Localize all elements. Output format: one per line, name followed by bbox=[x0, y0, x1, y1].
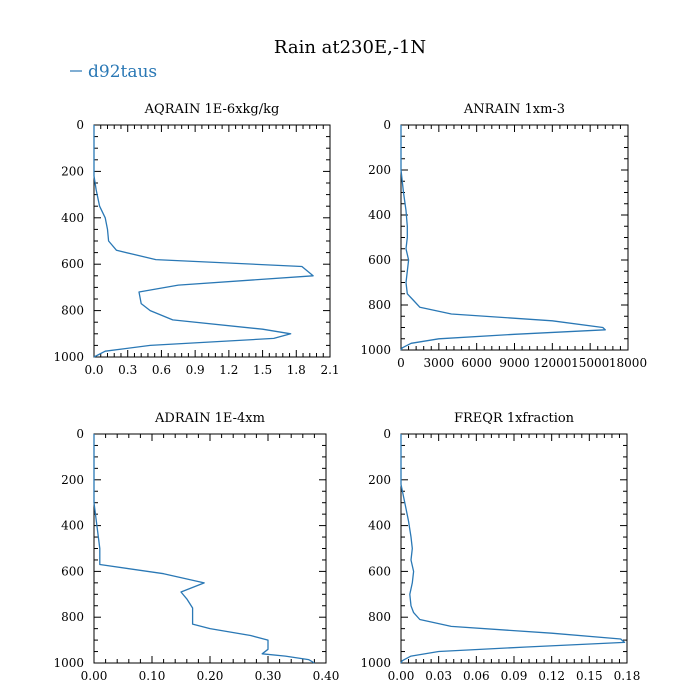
panel-4: FREQR 1xfraction 0.00 0.03 0.06 0.09 0.12 0.15… bbox=[360, 411, 640, 683]
series-line-d92taus bbox=[400, 434, 626, 664]
y-tick-label: 200 bbox=[61, 164, 84, 178]
y-tick-label: 0 bbox=[76, 427, 84, 441]
y-tick-label: 1000 bbox=[53, 350, 84, 364]
x-tick-label: 15000 bbox=[571, 356, 609, 370]
y-tick-label: 200 bbox=[61, 473, 84, 487]
x-tick-label: 18000 bbox=[609, 356, 647, 370]
legend-label: d92taus bbox=[88, 62, 157, 82]
y-tick-label: 400 bbox=[368, 208, 391, 222]
x-tick-label: 0.40 bbox=[313, 669, 340, 683]
x-tick-label: 1.2 bbox=[219, 363, 238, 377]
y-tick-label: 1000 bbox=[53, 656, 84, 670]
x-tick-label: 2.1 bbox=[320, 363, 339, 377]
panel-2: ANRAIN 1xm-30 3000 6000 9000 12000 15000 18000… bbox=[360, 102, 647, 370]
x-tick-label: 0.18 bbox=[614, 669, 641, 683]
y-tick-label: 1000 bbox=[360, 343, 391, 357]
y-tick-label: 600 bbox=[61, 564, 84, 578]
x-tick-label: 0.06 bbox=[463, 669, 490, 683]
x-tick-label: 1.8 bbox=[287, 363, 306, 377]
series-line-d92taus bbox=[400, 125, 606, 351]
x-tick-label: 1.5 bbox=[253, 363, 272, 377]
y-tick-label: 400 bbox=[61, 211, 84, 225]
panel-3: ADRAIN 1E-4xm 0.00 0.10 0.20 0.30 0.40 0 200 400… bbox=[53, 411, 339, 683]
x-tick-label: 0.00 bbox=[388, 669, 415, 683]
x-tick-label: 0 bbox=[397, 356, 405, 370]
x-tick-label: 0.20 bbox=[197, 669, 224, 683]
x-tick-label: 12000 bbox=[533, 356, 571, 370]
x-tick-label: 0.30 bbox=[255, 669, 282, 683]
x-tick-label: 0.10 bbox=[139, 669, 166, 683]
plot-frame bbox=[93, 124, 331, 358]
x-tick-label: 0.12 bbox=[538, 669, 565, 683]
plot-frame bbox=[400, 124, 629, 351]
y-tick-label: 200 bbox=[368, 473, 391, 487]
panel-title: AQRAIN 1E-6xkg/kg bbox=[144, 102, 280, 117]
y-tick-label: 0 bbox=[383, 427, 391, 441]
figure-title: Rain at230E,-1N bbox=[274, 37, 426, 58]
y-tick-label: 800 bbox=[368, 298, 391, 312]
x-tick-label: 3000 bbox=[424, 356, 455, 370]
panel-title: ANRAIN 1xm-3 bbox=[463, 102, 565, 117]
x-tick-label: 0.03 bbox=[425, 669, 452, 683]
y-tick-label: 400 bbox=[61, 519, 84, 533]
panel-title: FREQR 1xfraction bbox=[454, 411, 575, 426]
y-tick-label: 200 bbox=[368, 163, 391, 177]
y-tick-label: 800 bbox=[368, 610, 391, 624]
y-tick-label: 1000 bbox=[360, 656, 391, 670]
series-line-d92taus bbox=[93, 434, 315, 664]
y-tick-label: 800 bbox=[61, 610, 84, 624]
x-tick-label: 0.15 bbox=[576, 669, 603, 683]
x-tick-label: 0.3 bbox=[118, 363, 137, 377]
x-tick-label: 0.6 bbox=[152, 363, 171, 377]
y-tick-label: 600 bbox=[368, 564, 391, 578]
y-tick-label: 600 bbox=[368, 253, 391, 267]
panel-title: ADRAIN 1E-4xm bbox=[154, 411, 265, 426]
x-tick-label: 0.09 bbox=[501, 669, 528, 683]
x-tick-label: 6000 bbox=[461, 356, 492, 370]
legend: d92taus bbox=[70, 62, 157, 82]
x-tick-label: 0.00 bbox=[81, 669, 108, 683]
y-tick-label: 600 bbox=[61, 257, 84, 271]
x-tick-label: 0.0 bbox=[84, 363, 103, 377]
x-tick-label: 0.9 bbox=[186, 363, 205, 377]
y-tick-label: 800 bbox=[61, 304, 84, 318]
y-tick-label: 400 bbox=[368, 519, 391, 533]
y-tick-label: 0 bbox=[383, 118, 391, 132]
y-tick-label: 0 bbox=[76, 118, 84, 132]
plot-frame bbox=[400, 433, 628, 664]
series-line-d92taus bbox=[93, 125, 314, 358]
x-tick-label: 9000 bbox=[499, 356, 530, 370]
panel-1: AQRAIN 1E-6xkg/kg 0.0 0.3 0.6 0.9 1.2 1.5 1.8 2.… bbox=[53, 102, 339, 377]
